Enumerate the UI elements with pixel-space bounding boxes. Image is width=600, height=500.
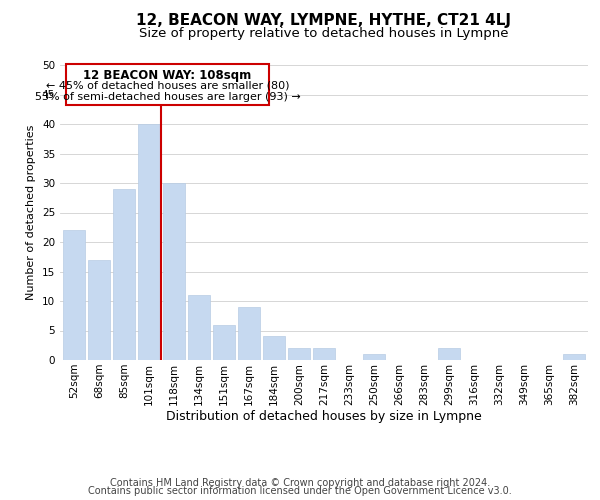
Text: 12 BEACON WAY: 108sqm: 12 BEACON WAY: 108sqm — [83, 68, 252, 82]
Text: ← 45% of detached houses are smaller (80): ← 45% of detached houses are smaller (80… — [46, 81, 289, 91]
Bar — [113, 189, 135, 360]
Text: 53% of semi-detached houses are larger (93) →: 53% of semi-detached houses are larger (… — [35, 92, 301, 102]
Bar — [212, 324, 235, 360]
Bar — [163, 183, 185, 360]
Bar — [288, 348, 310, 360]
Bar — [438, 348, 460, 360]
Bar — [88, 260, 110, 360]
Text: Contains HM Land Registry data © Crown copyright and database right 2024.: Contains HM Land Registry data © Crown c… — [110, 478, 490, 488]
Y-axis label: Number of detached properties: Number of detached properties — [26, 125, 37, 300]
Bar — [263, 336, 285, 360]
Bar — [563, 354, 586, 360]
FancyBboxPatch shape — [66, 64, 269, 105]
Bar — [62, 230, 85, 360]
X-axis label: Distribution of detached houses by size in Lympne: Distribution of detached houses by size … — [166, 410, 482, 424]
Text: Size of property relative to detached houses in Lympne: Size of property relative to detached ho… — [139, 28, 509, 40]
Bar — [313, 348, 335, 360]
Text: Contains public sector information licensed under the Open Government Licence v3: Contains public sector information licen… — [88, 486, 512, 496]
Bar — [363, 354, 385, 360]
Bar — [137, 124, 160, 360]
Bar — [188, 295, 210, 360]
Bar — [238, 307, 260, 360]
Text: 12, BEACON WAY, LYMPNE, HYTHE, CT21 4LJ: 12, BEACON WAY, LYMPNE, HYTHE, CT21 4LJ — [137, 12, 511, 28]
